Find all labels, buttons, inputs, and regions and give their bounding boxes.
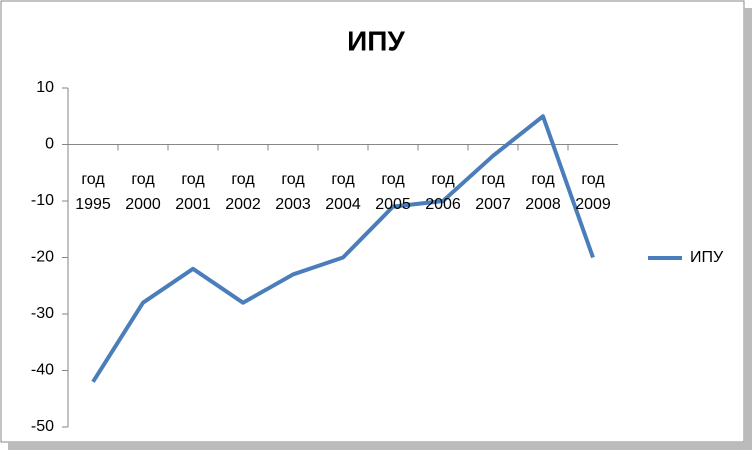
x-tick-label: год 2000 xyxy=(125,170,161,213)
y-tick-label: -20 xyxy=(31,249,54,266)
x-tick-label: год 2001 xyxy=(175,170,211,213)
y-tick-label: 10 xyxy=(36,79,54,96)
x-tick-label: год 1995 xyxy=(75,170,111,213)
x-tick-label: год 2007 xyxy=(475,170,511,213)
y-tick-label: -30 xyxy=(31,305,54,322)
x-tick-label: год 2002 xyxy=(225,170,261,213)
y-tick-label: -50 xyxy=(31,418,54,435)
chart-border xyxy=(0,0,745,443)
legend-label: ИПУ xyxy=(690,249,724,266)
shadow xyxy=(744,8,752,450)
y-tick-label: 0 xyxy=(45,136,54,153)
y-tick-label: -40 xyxy=(31,362,54,379)
x-tick-label: год 2005 xyxy=(375,170,411,213)
x-tick-label: год 2004 xyxy=(325,170,361,213)
y-tick-label: -10 xyxy=(31,192,54,209)
x-tick-label: год 2003 xyxy=(275,170,311,213)
x-tick-label: год 2009 xyxy=(575,170,611,213)
chart-title: ИПУ xyxy=(347,25,405,56)
x-tick-label: год 2006 xyxy=(425,170,461,213)
x-tick-label: год 2008 xyxy=(525,170,561,213)
shadow xyxy=(8,442,752,450)
data-line xyxy=(91,114,595,383)
